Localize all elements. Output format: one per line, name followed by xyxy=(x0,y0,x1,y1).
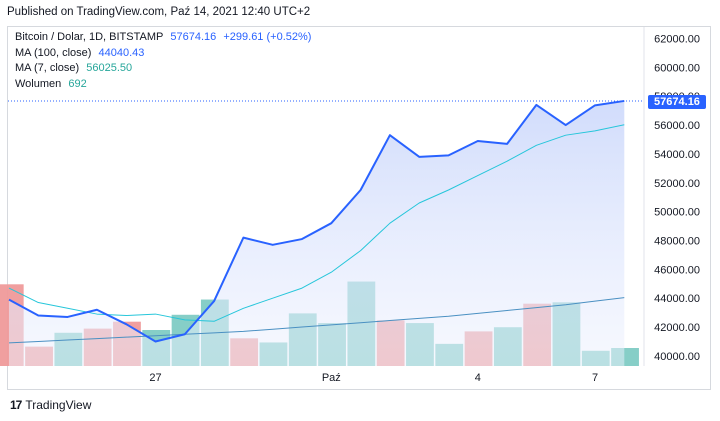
y-tick-label: 62000.00 xyxy=(654,34,700,46)
footer-brand-name: TradingView xyxy=(25,398,92,412)
y-tick-label: 42000.00 xyxy=(654,322,700,334)
legend-volume-label: Wolumen xyxy=(15,77,62,90)
legend-volume-row: Wolumen 692 xyxy=(15,77,315,93)
legend-ma100-row: MA (100, close) 44040.43 xyxy=(15,46,315,62)
y-tick-label: 60000.00 xyxy=(654,62,700,74)
legend-ma100-value: 44040.43 xyxy=(98,46,145,59)
published-header: Published on TradingView.com, Paź 14, 20… xyxy=(7,6,311,18)
x-tick-label: 27 xyxy=(149,372,161,384)
legend-ma7-label: MA (7, close) xyxy=(15,62,80,74)
legend-symbol-row: Bitcoin / Dolar, 1D, BITSTAMP 57674.16 +… xyxy=(15,30,315,46)
y-tick-label: 54000.00 xyxy=(654,149,700,161)
y-tick-label: 52000.00 xyxy=(654,178,700,190)
chart-legend: Bitcoin / Dolar, 1D, BITSTAMP 57674.16 +… xyxy=(15,30,315,92)
legend-ma7-value: 56025.50 xyxy=(86,62,133,74)
legend-ma100-label: MA (100, close) xyxy=(15,46,92,59)
x-tick-label: 4 xyxy=(475,372,481,384)
legend-price: 57674.16 xyxy=(170,31,217,43)
price-series-line xyxy=(8,99,625,343)
ma100-series-line xyxy=(8,297,625,344)
y-tick-label: 40000.00 xyxy=(654,351,700,363)
y-tick-label: 46000.00 xyxy=(654,264,700,276)
chart-frame xyxy=(7,26,711,390)
ma7-series-line xyxy=(8,124,625,322)
footer-brand: 17 TradingView xyxy=(10,398,91,412)
price-area-fill xyxy=(9,100,625,366)
last-price-tag: 57674.16 xyxy=(648,95,706,109)
y-tick-label: 44000.00 xyxy=(654,293,700,305)
tradingview-logo-icon: 17 xyxy=(10,398,22,412)
legend-change: +299.61 (+0.52%) xyxy=(223,31,312,43)
legend-ma7-row: MA (7, close) 56025.50 xyxy=(15,61,315,77)
legend-volume-value: 692 xyxy=(68,77,87,90)
legend-symbol: Bitcoin / Dolar, 1D, BITSTAMP xyxy=(15,31,164,43)
x-tick-label: Paź xyxy=(322,372,341,384)
y-tick-label: 48000.00 xyxy=(654,235,700,247)
x-tick-label: 7 xyxy=(592,372,598,384)
y-tick-label: 50000.00 xyxy=(654,207,700,219)
y-tick-label: 56000.00 xyxy=(654,120,700,132)
